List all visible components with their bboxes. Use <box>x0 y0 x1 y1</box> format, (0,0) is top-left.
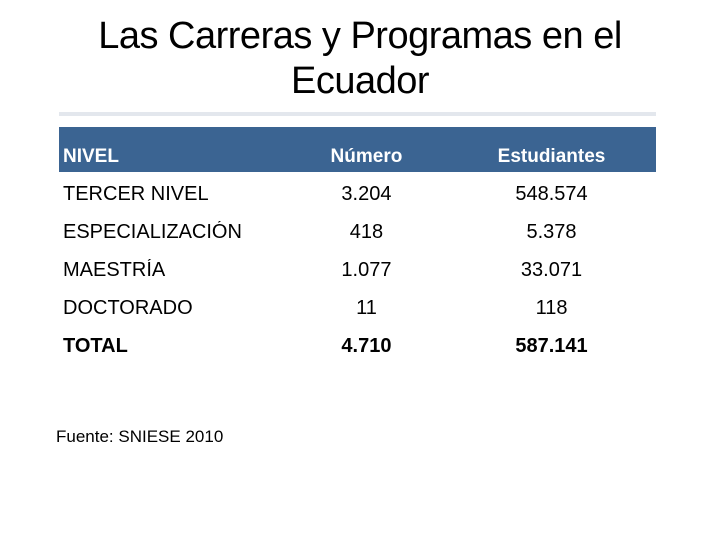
cell-numero: 3.204 <box>341 183 392 205</box>
cell-estudiantes: 587.141 <box>515 335 588 357</box>
cell-estudiantes: 33.071 <box>520 259 583 281</box>
cell-nivel: TERCER NIVEL <box>63 183 209 205</box>
column-header-numero: Número <box>330 146 403 167</box>
table-header-row: NIVEL Número Estudiantes <box>59 127 656 172</box>
slide-title: Las Carreras y Programas en el Ecuador <box>98 15 622 102</box>
table-row: TERCER NIVEL 3.204 548.574 <box>59 172 656 210</box>
cell-estudiantes: 118 <box>535 297 568 319</box>
cell-nivel: MAESTRÍA <box>63 259 166 281</box>
cell-numero: 418 <box>349 221 384 243</box>
cell-nivel: TOTAL <box>63 335 128 357</box>
table-row-total: TOTAL 4.710 587.141 <box>59 324 656 362</box>
cell-nivel: DOCTORADO <box>63 297 193 319</box>
cell-numero: 1.077 <box>341 259 392 281</box>
source-note: Fuente: SNIESE 2010 <box>56 427 224 446</box>
cell-estudiantes: 548.574 <box>515 183 588 205</box>
cell-numero: 4.710 <box>341 335 392 357</box>
table-top-rule <box>59 112 656 116</box>
cell-nivel: ESPECIALIZACIÓN <box>63 221 242 243</box>
table-row: MAESTRÍA 1.077 33.071 <box>59 248 656 286</box>
table-row: ESPECIALIZACIÓN 418 5.378 <box>59 210 656 248</box>
table-row: DOCTORADO 11 118 <box>59 286 656 324</box>
cell-numero: 11 <box>356 297 377 319</box>
cell-estudiantes: 5.378 <box>526 221 577 243</box>
column-header-nivel: NIVEL <box>63 146 119 167</box>
data-table: NIVEL Número Estudiantes TERCER NIVEL 3.… <box>59 127 656 362</box>
column-header-estudiantes: Estudiantes <box>497 146 606 167</box>
